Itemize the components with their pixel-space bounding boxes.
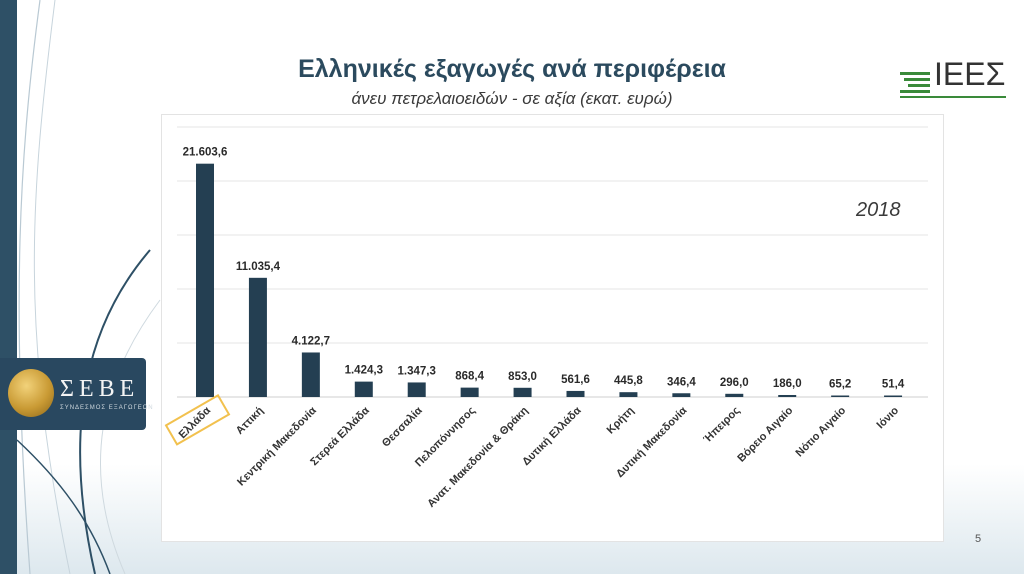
category-label: Αττική <box>234 404 266 436</box>
data-label: 21.603,6 <box>183 147 228 159</box>
category-label: Κρήτη <box>605 404 637 436</box>
page-number: 5 <box>975 533 982 545</box>
bar-4 <box>354 381 373 397</box>
highlight-box <box>164 393 231 446</box>
data-label: 561,6 <box>561 374 590 386</box>
slide-subtitle: άνευ πετρελαιοειδών - σε αξία (εκατ. ευρ… <box>351 89 673 108</box>
data-label: 853,0 <box>508 371 537 383</box>
bar-10 <box>672 393 691 397</box>
category-label: Ιόνιο <box>875 404 902 431</box>
seve-medal-icon <box>8 369 54 417</box>
category-label: Νότιο Αιγαίο <box>794 404 849 459</box>
gridlines <box>177 126 928 344</box>
bar-5 <box>407 382 426 397</box>
bar-3 <box>301 352 320 397</box>
left-accent-bar <box>0 0 17 574</box>
highlight-frame <box>164 393 231 446</box>
bar-chart: 21.603,6Ελλάδα11.035,4Αττική4.122,7Κεντρ… <box>164 126 928 510</box>
category-label: Θεσσαλία <box>380 404 425 449</box>
bar-7 <box>513 387 532 397</box>
data-label: 1.347,3 <box>398 365 436 377</box>
bar-14 <box>884 395 903 397</box>
bar-8 <box>566 390 585 397</box>
slide-title: Ελληνικές εξαγωγές ανά περιφέρεια <box>298 55 726 83</box>
chart-frame: 21.603,6 Ελλάδα 11.035,4 Αττική 4.122,7 Κεντρ… <box>161 114 944 542</box>
category-label: Ελλάδα <box>177 404 214 441</box>
data-label: 4.122,7 <box>292 335 330 347</box>
ieee-logo-text: ΙΕΕΣ <box>934 56 1006 92</box>
category-label: Ανατ. Μακεδονία & Θράκη <box>425 404 531 510</box>
data-label: 186,0 <box>773 378 802 390</box>
data-label: 346,4 <box>667 376 696 388</box>
category-label: Βόρειο Αιγαίο <box>735 404 795 464</box>
seve-logo-text: ΣΕΒΕ <box>60 376 140 402</box>
bar-2 <box>248 277 267 397</box>
data-label: 445,8 <box>614 375 643 387</box>
category-label: Ήπειρος <box>701 404 742 445</box>
bar-6 <box>460 387 479 397</box>
data-label: 65,2 <box>829 379 851 391</box>
decorative-curves <box>16 0 161 574</box>
year-annotation: 2018 <box>856 199 901 221</box>
data-label: 11.035,4 <box>236 261 281 273</box>
data-label: 868,4 <box>455 371 484 383</box>
bar-13 <box>831 395 850 397</box>
bar-12 <box>778 394 797 397</box>
data-label: 1.424,3 <box>345 365 383 377</box>
bar-11 <box>725 393 744 397</box>
data-label: 296,0 <box>720 377 749 389</box>
data-label: 51,4 <box>882 379 905 391</box>
seve-logo-subtitle: ΣΥΝΔΕΣΜΟΣ ΕΞΑΓΩΓΕΩΝ <box>60 405 154 411</box>
bar-9 <box>619 392 638 397</box>
bar-1 <box>196 163 214 397</box>
ieee-logo-icon <box>900 72 1006 98</box>
